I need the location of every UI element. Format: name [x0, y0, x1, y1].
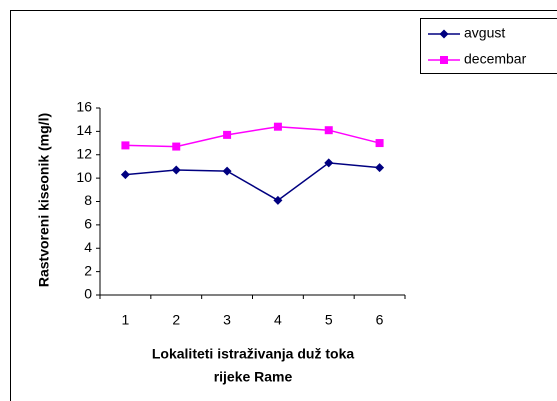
- y-tick-label: 14: [76, 122, 92, 138]
- y-axis-label: Rastvoreni kiseonik (mg/l): [36, 113, 52, 287]
- marker: [375, 139, 384, 148]
- marker: [121, 141, 130, 150]
- legend-label: avgust: [464, 25, 505, 41]
- series-line: [125, 162, 380, 202]
- marker: [222, 166, 232, 176]
- marker: [172, 142, 181, 151]
- x-tick-label: 6: [376, 312, 384, 328]
- marker: [273, 122, 282, 131]
- x-tick-label: 5: [325, 312, 333, 328]
- chart-border: [10, 10, 557, 401]
- y-tick-label: 4: [84, 239, 92, 255]
- x-tick-label: 1: [122, 312, 130, 328]
- x-tick-label: 2: [172, 312, 180, 328]
- marker: [440, 56, 448, 64]
- x-axis-label: rijeke Rame: [214, 369, 293, 385]
- marker: [324, 126, 333, 135]
- x-tick-label: 4: [274, 312, 282, 328]
- x-axis-label: Lokaliteti istraživanja duž toka: [152, 346, 354, 362]
- marker: [439, 29, 449, 39]
- x-tick-label: 3: [223, 312, 231, 328]
- marker: [171, 165, 181, 175]
- y-tick-label: 6: [84, 216, 92, 232]
- legend-box: [420, 18, 557, 74]
- y-tick-label: 10: [76, 169, 92, 185]
- marker: [324, 158, 334, 168]
- marker: [375, 163, 385, 173]
- marker: [273, 195, 283, 205]
- y-tick-label: 2: [84, 262, 92, 278]
- legend-label: decembar: [464, 51, 527, 67]
- series-line: [125, 125, 380, 148]
- y-tick-label: 12: [76, 145, 92, 161]
- marker: [223, 130, 232, 139]
- y-tick-label: 8: [84, 192, 92, 208]
- marker: [120, 170, 130, 180]
- y-tick-label: 16: [76, 99, 92, 115]
- y-tick-label: 0: [84, 286, 92, 302]
